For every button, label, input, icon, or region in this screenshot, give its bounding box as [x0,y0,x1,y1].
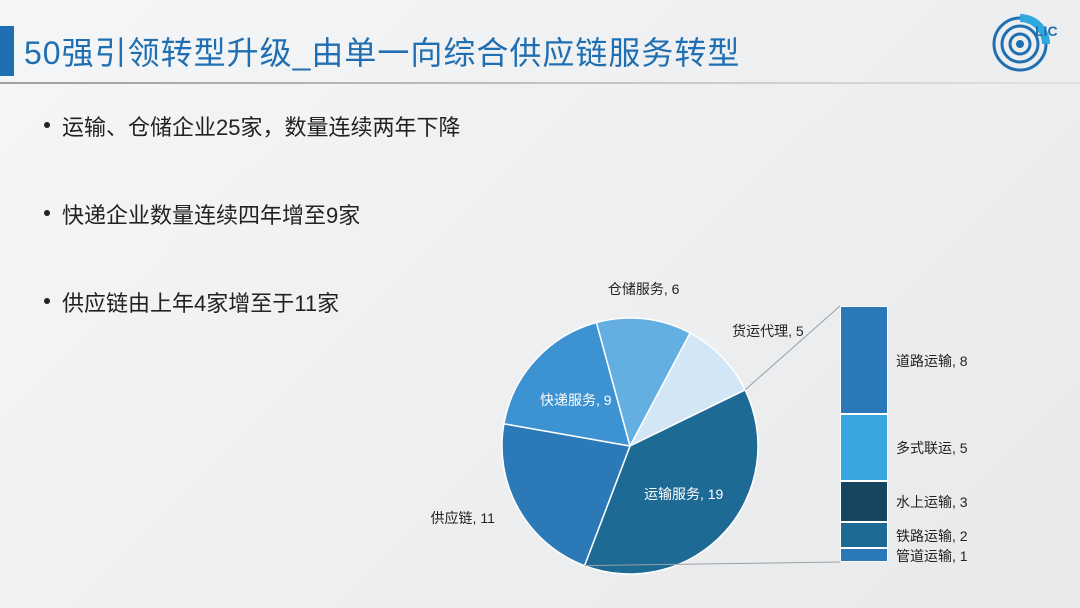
stack-segment [840,481,888,521]
pie-slice-label: 快递服务, 9 [540,390,612,410]
slide-title: 50强引领转型升级_由单一向综合供应链服务转型 [24,28,740,74]
pie-slice-label: 货运代理, 5 [732,321,804,341]
logo-clic: LIC [990,14,1062,72]
title-bar: 50强引领转型升级_由单一向综合供应链服务转型 [0,24,1080,78]
pie-slice-label: 运输服务, 19 [644,484,723,504]
bullet-dot-icon [44,298,50,304]
title-rule [0,82,1080,84]
stack-segment-label: 管道运输, 1 [896,546,968,566]
stack-segment-label: 铁路运输, 2 [896,526,968,546]
stack-segment [840,548,888,561]
pie-slice-label: 仓储服务, 6 [608,279,680,299]
leader-line [745,306,840,390]
stack-segment-label: 道路运输, 8 [896,351,968,371]
bullet-dot-icon [44,210,50,216]
chart-area: 货运代理, 5运输服务, 19供应链, 11快递服务, 9仓储服务, 6 道路运… [440,268,1060,598]
stack-segment [840,414,888,481]
leader-line [585,562,840,566]
bullet-text: 运输、仓储企业25家，数量连续两年下降 [62,110,460,142]
pie-chart: 货运代理, 5运输服务, 19供应链, 11快递服务, 9仓储服务, 6 [440,268,800,598]
slide-root: 50强引领转型升级_由单一向综合供应链服务转型 LIC 运输、仓储企业25家，数… [0,0,1080,608]
stack-segment [840,522,888,549]
stack-segment-label: 多式联运, 5 [896,438,968,458]
bullet-item: 运输、仓储企业25家，数量连续两年下降 [44,110,604,142]
title-accent [0,26,14,76]
pie-slice-label: 供应链, 11 [431,508,495,528]
bullet-dot-icon [44,122,50,128]
stack-segment [840,306,888,414]
stacked-bar [840,306,888,562]
bullet-text: 快递企业数量连续四年增至9家 [62,198,360,230]
bullet-item: 快递企业数量连续四年增至9家 [44,198,604,230]
bullet-text: 供应链由上年4家增至于11家 [62,286,339,318]
stack-segment-label: 水上运输, 3 [896,492,968,512]
logo-text: LIC [1035,23,1058,39]
